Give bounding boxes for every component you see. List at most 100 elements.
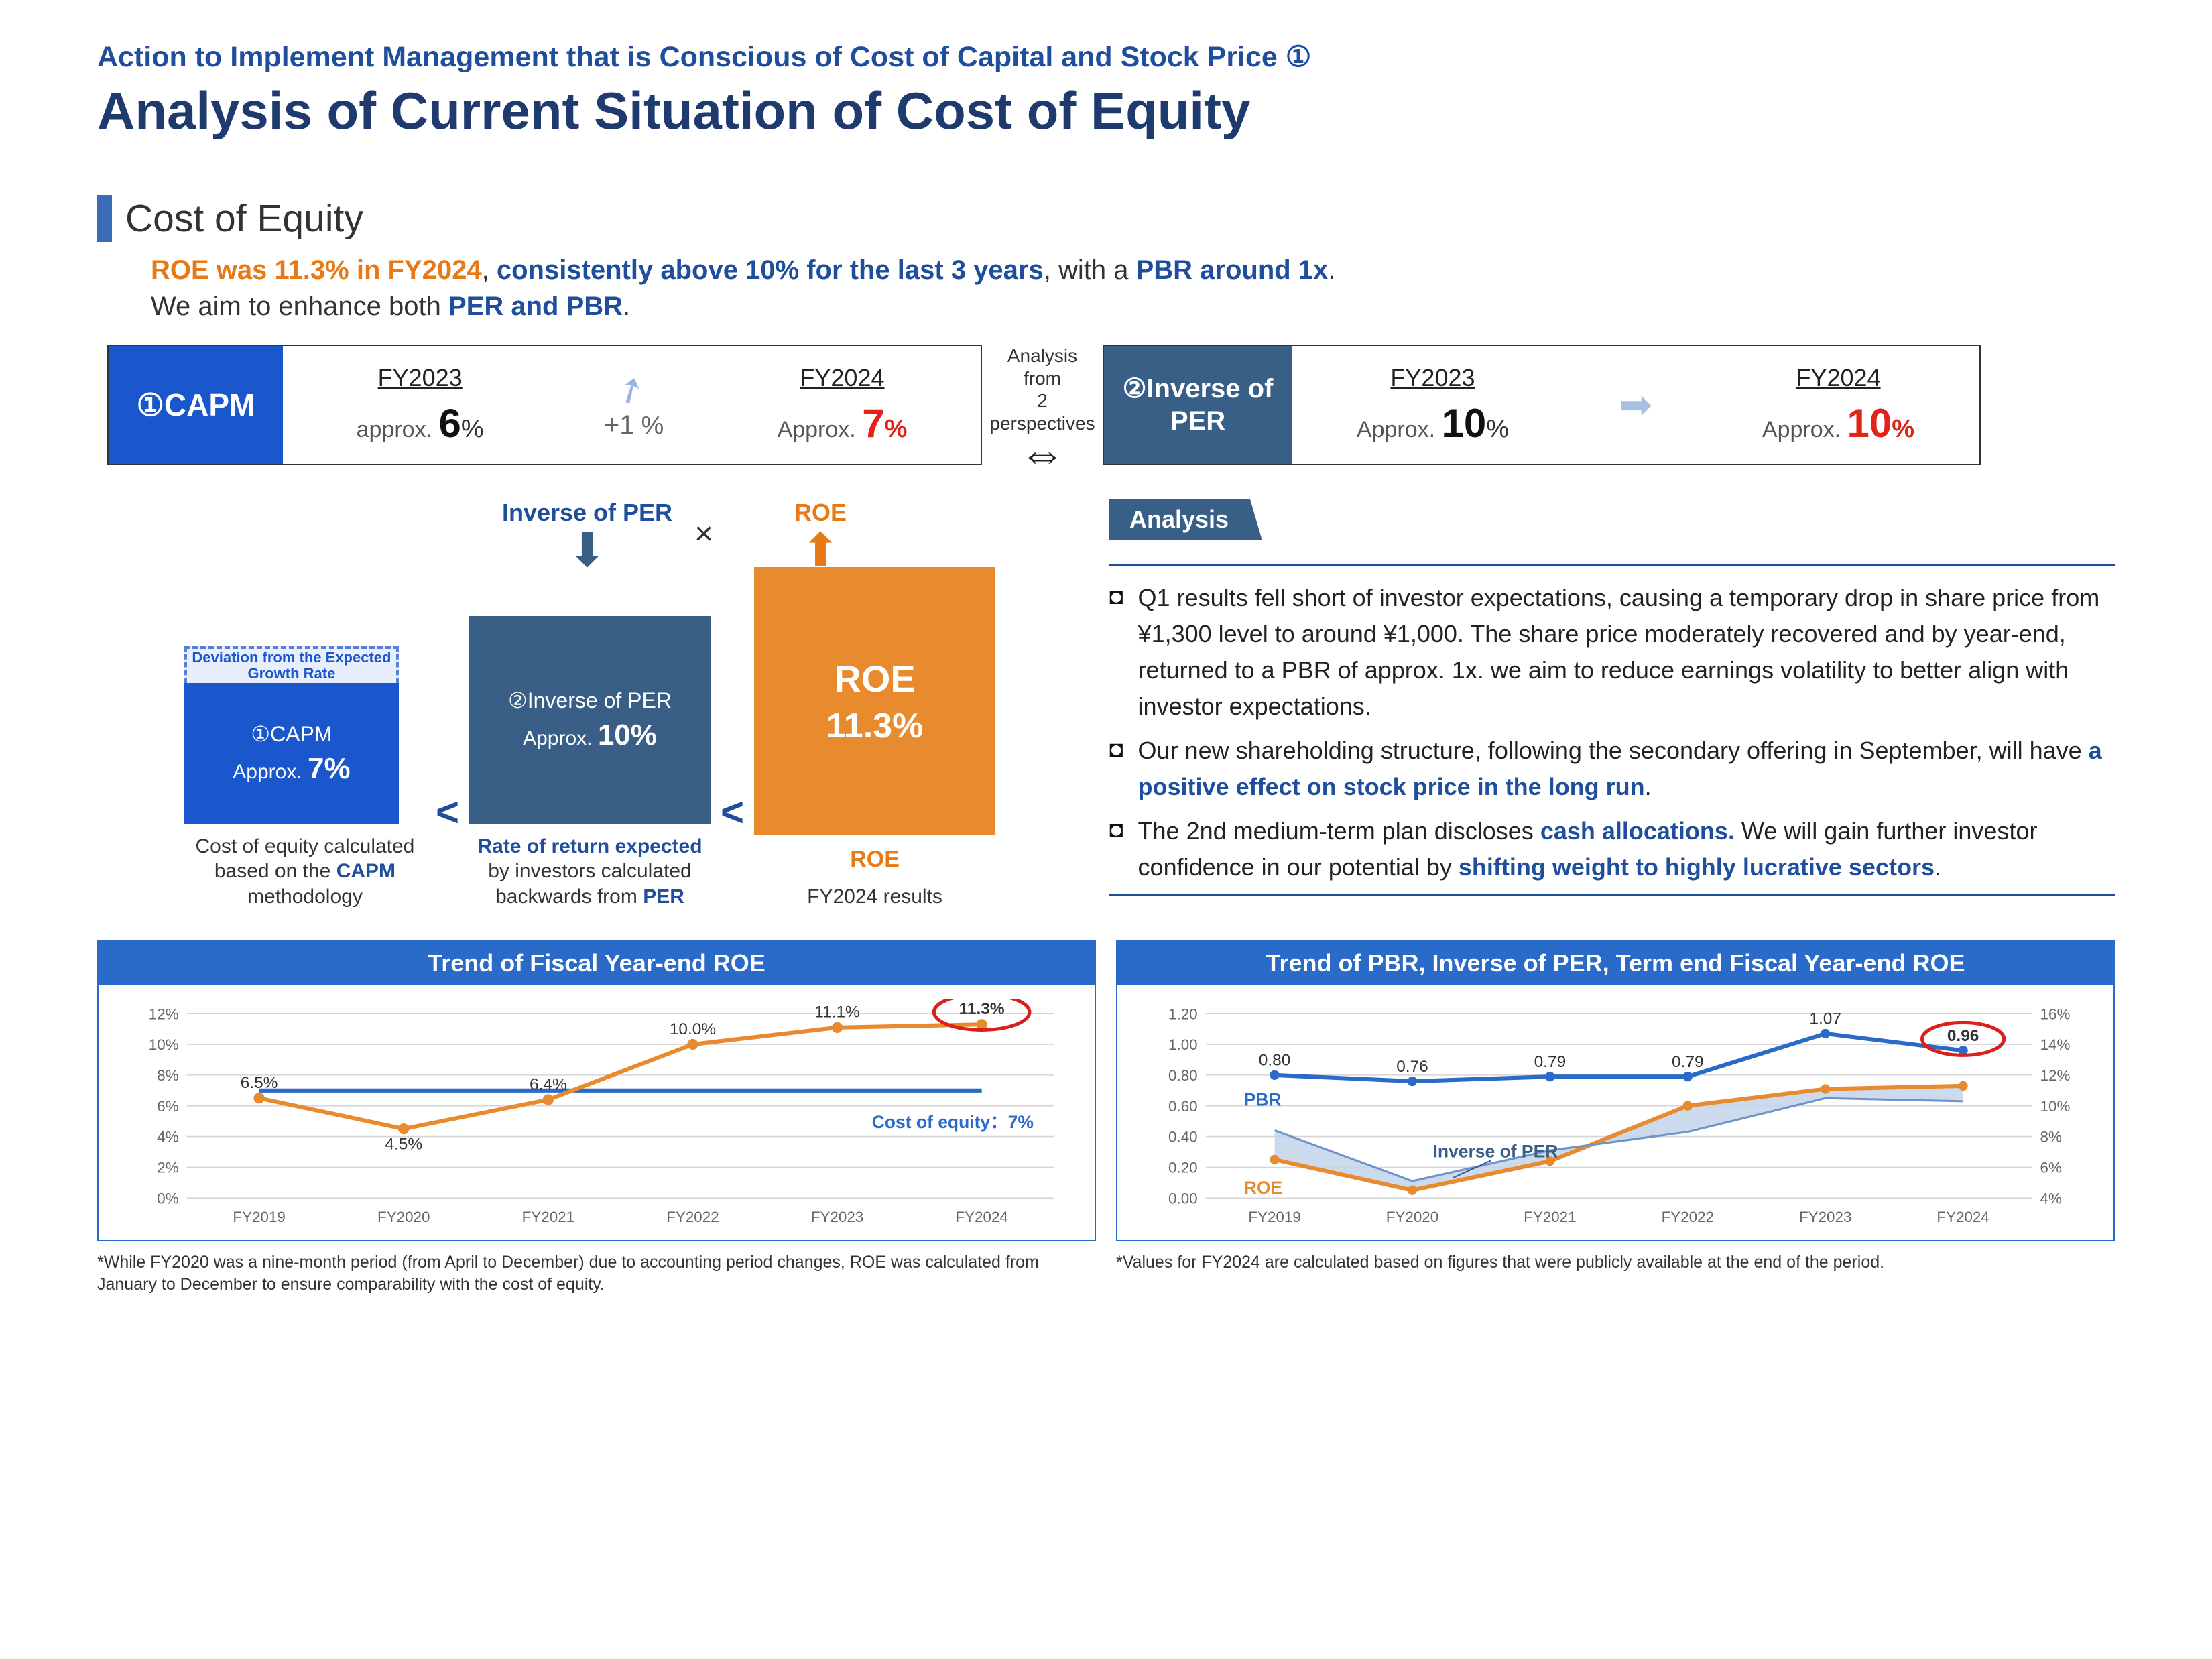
deviation-label: Deviation from the Expected Growth Rate bbox=[184, 646, 399, 683]
svg-text:2%: 2% bbox=[157, 1160, 178, 1176]
fy-label: FY2023 bbox=[1357, 364, 1509, 392]
capm-label: ①CAPM bbox=[109, 346, 283, 464]
comparison-row: Inverse of PER ⬇ × ROE ⬆ Deviation from … bbox=[97, 499, 2115, 910]
metrics-row: ①CAPM FY2023 approx. 6% ➚ +1% FY2024 App… bbox=[107, 345, 2115, 472]
svg-text:Cost of equity：7%: Cost of equity：7% bbox=[872, 1112, 1034, 1132]
slide-title: Analysis of Current Situation of Cost of… bbox=[97, 80, 2115, 141]
fy-label: FY2023 bbox=[357, 364, 484, 392]
less-than-icon: < bbox=[721, 789, 744, 909]
value: 10% bbox=[598, 719, 657, 751]
svg-text:4%: 4% bbox=[2040, 1190, 2062, 1207]
capm-delta: ➚ +1% bbox=[597, 370, 664, 440]
perspectives-divider: Analysis from 2 perspectives ⇔ bbox=[992, 345, 1093, 472]
label-inverse-per: Inverse of PER bbox=[500, 499, 674, 527]
t: , bbox=[482, 255, 497, 285]
svg-text:8%: 8% bbox=[157, 1067, 178, 1084]
svg-text:16%: 16% bbox=[2040, 1006, 2071, 1023]
pct: % bbox=[1892, 415, 1914, 443]
lead-pbr: PBR around 1x bbox=[1136, 255, 1329, 285]
svg-text:6%: 6% bbox=[157, 1098, 178, 1115]
svg-text:0.79: 0.79 bbox=[1672, 1053, 1704, 1071]
t: Rate of return expected bbox=[477, 835, 702, 857]
lead-per-pbr: PER and PBR bbox=[448, 292, 623, 321]
txt: Analysis from bbox=[992, 345, 1093, 389]
approx: Approx. bbox=[233, 761, 308, 783]
t: methodology bbox=[247, 885, 363, 908]
t: Our new shareholding structure, followin… bbox=[1138, 737, 2089, 764]
capm-value-box: ①CAPM Approx. 7% bbox=[184, 683, 399, 824]
roe-trend-svg: 0%2%4%6%8%10%12%FY2019FY2020FY2021FY2022… bbox=[119, 999, 1074, 1233]
inverse-per-label: ②Inverse of PER bbox=[1104, 346, 1292, 464]
value: 6 bbox=[438, 401, 460, 446]
svg-text:0.76: 0.76 bbox=[1396, 1058, 1428, 1076]
t: CAPM bbox=[336, 860, 395, 882]
times-symbol: × bbox=[694, 515, 713, 552]
roe-value-box: ROE 11.3% bbox=[754, 567, 995, 835]
value: 7 bbox=[862, 401, 884, 446]
svg-text:FY2022: FY2022 bbox=[666, 1209, 719, 1225]
svg-text:1.20: 1.20 bbox=[1168, 1006, 1198, 1023]
svg-text:1.00: 1.00 bbox=[1168, 1037, 1198, 1054]
chart-body: 0%2%4%6%8%10%12%FY2019FY2020FY2021FY2022… bbox=[99, 985, 1095, 1240]
approx: Approx. bbox=[1762, 417, 1847, 442]
svg-text:11.1%: 11.1% bbox=[814, 1003, 859, 1022]
delta-value: +1 bbox=[604, 410, 635, 440]
chart-pbr-trend: Trend of PBR, Inverse of PER, Term end F… bbox=[1116, 940, 2115, 1241]
double-arrow-icon: ⇔ bbox=[1019, 434, 1066, 472]
inv-fy23: FY2023 Approx. 10% bbox=[1357, 364, 1509, 446]
inv-per-value-box: ②Inverse of PER Approx. 10% bbox=[469, 616, 711, 824]
svg-text:FY2023: FY2023 bbox=[1799, 1209, 1851, 1225]
svg-text:11.3%: 11.3% bbox=[959, 1000, 1005, 1018]
divider bbox=[1109, 894, 2115, 896]
svg-text:0.00: 0.00 bbox=[1168, 1190, 1198, 1207]
analysis-list: Q1 results fell short of investor expect… bbox=[1109, 580, 2115, 885]
svg-text:FY2020: FY2020 bbox=[377, 1209, 430, 1225]
inverse-per-body: FY2023 Approx. 10% ➡ FY2024 Approx. 10% bbox=[1292, 346, 1979, 464]
svg-text:0.80: 0.80 bbox=[1259, 1052, 1291, 1070]
label-roe: ROE bbox=[733, 499, 908, 527]
chart-title: Trend of Fiscal Year-end ROE bbox=[99, 941, 1095, 985]
svg-text:10%: 10% bbox=[2040, 1098, 2071, 1115]
capm-column: Deviation from the Expected Growth Rate … bbox=[184, 646, 426, 910]
svg-text:12%: 12% bbox=[2040, 1067, 2071, 1084]
inv-per-column: ②Inverse of PER Approx. 10% Rate of retu… bbox=[469, 616, 711, 910]
svg-text:ROE: ROE bbox=[1244, 1178, 1282, 1198]
svg-text:Inverse of PER: Inverse of PER bbox=[1433, 1142, 1558, 1162]
chart-title: Trend of PBR, Inverse of PER, Term end F… bbox=[1117, 941, 2113, 985]
svg-text:FY2023: FY2023 bbox=[811, 1209, 863, 1225]
svg-text:PBR: PBR bbox=[1244, 1090, 1282, 1110]
svg-text:0.79: 0.79 bbox=[1534, 1053, 1566, 1071]
inverse-per-box: ②Inverse of PER FY2023 Approx. 10% ➡ FY2… bbox=[1103, 345, 1981, 465]
capm-caption: Cost of equity calculated based on the C… bbox=[184, 834, 426, 910]
svg-text:FY2021: FY2021 bbox=[522, 1209, 574, 1225]
analysis-item: The 2nd medium-term plan discloses cash … bbox=[1109, 813, 2115, 885]
charts-row: Trend of Fiscal Year-end ROE 0%2%4%6%8%1… bbox=[97, 940, 2115, 1241]
svg-text:14%: 14% bbox=[2040, 1037, 2071, 1054]
roe-caption-title: ROE bbox=[754, 845, 995, 874]
down-arrow-icon: ⬇ bbox=[500, 527, 674, 574]
chart-roe-trend: Trend of Fiscal Year-end ROE 0%2%4%6%8%1… bbox=[97, 940, 1096, 1241]
chart2-footnote: *Values for FY2024 are calculated based … bbox=[1116, 1251, 2115, 1295]
t: , with a bbox=[1044, 255, 1136, 285]
t: The 2nd medium-term plan discloses bbox=[1138, 817, 1540, 845]
pct: % bbox=[1486, 415, 1509, 443]
t: shifting weight to highly lucrative sect… bbox=[1459, 853, 1934, 881]
svg-text:0.80: 0.80 bbox=[1168, 1067, 1198, 1084]
box-title: ①CAPM bbox=[251, 721, 332, 747]
fy-label: FY2024 bbox=[1762, 364, 1914, 392]
t: . bbox=[1934, 853, 1941, 881]
value: 11.3% bbox=[826, 706, 924, 746]
svg-text:10.0%: 10.0% bbox=[670, 1020, 716, 1038]
value: 10 bbox=[1442, 401, 1487, 446]
svg-text:8%: 8% bbox=[2040, 1129, 2062, 1146]
pct: % bbox=[885, 415, 908, 443]
svg-text:FY2024: FY2024 bbox=[955, 1209, 1007, 1225]
comparison-diagram: Inverse of PER ⬇ × ROE ⬆ Deviation from … bbox=[97, 499, 1083, 910]
slide-subtitle: Action to Implement Management that is C… bbox=[97, 40, 2115, 74]
value: 10 bbox=[1847, 401, 1892, 446]
svg-text:FY2022: FY2022 bbox=[1662, 1209, 1714, 1225]
divider bbox=[1109, 564, 2115, 566]
svg-text:0.96: 0.96 bbox=[1947, 1027, 1979, 1045]
comparison-boxes: Deviation from the Expected Growth Rate … bbox=[97, 567, 1083, 909]
pct: % bbox=[461, 415, 484, 443]
